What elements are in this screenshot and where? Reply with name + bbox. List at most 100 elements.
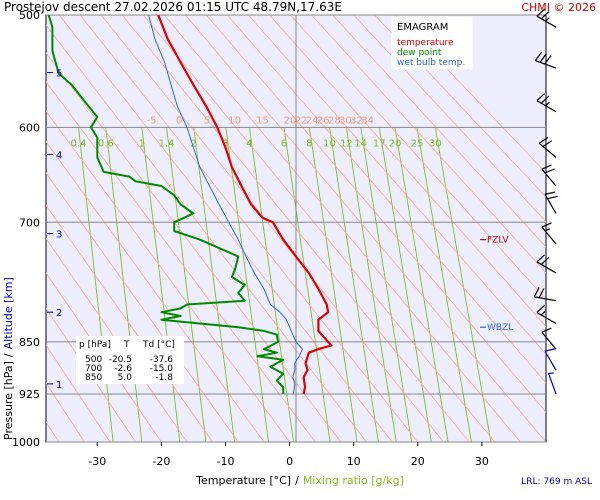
dry-adiabat — [142, 15, 496, 442]
table-cell: -15.0 — [150, 364, 174, 374]
wind-barb-staff — [534, 296, 557, 302]
wind-barb-flag — [547, 195, 558, 200]
mixing-ratio-label: 4 — [246, 138, 252, 149]
wind-barb-staff — [541, 226, 557, 245]
wind-barb — [541, 222, 557, 245]
table-cell: -1.8 — [155, 373, 173, 383]
wind-barb-staff — [536, 15, 557, 28]
dry-adiabat — [100, 15, 444, 442]
mixing-ratio-line — [360, 127, 413, 442]
temperature-tick-label: 0 — [286, 455, 293, 468]
theta-label: 0 — [176, 115, 182, 126]
x-axis-label-mixing-ratio: Mixing ratio [g/kg] — [303, 474, 404, 487]
wind-barb-flag — [542, 140, 553, 147]
level-markers: FZLV WBZL — [480, 236, 513, 333]
dew-point-line — [47, 15, 285, 394]
mixing-ratio-label: 1 — [139, 138, 145, 149]
legend: EMAGRAM temperature dew point wet bulb t… — [391, 16, 473, 70]
wind-barb-flag — [540, 256, 550, 265]
temperature-line — [157, 15, 333, 395]
wind-barb-staff — [538, 142, 557, 158]
temperature-tick-label: 10 — [347, 455, 361, 468]
wind-barb — [544, 191, 558, 214]
wind-barb — [536, 254, 557, 274]
wind-barb — [534, 51, 557, 69]
mixing-ratio-label: 25 — [411, 138, 424, 149]
altitude-axis: 1 2 3 4 5 — [47, 69, 62, 391]
pressure-tick-label: 925 — [19, 388, 40, 401]
mixing-ratio-line — [193, 127, 236, 442]
temperature-tick-label: -30 — [88, 455, 106, 468]
wind-barb-half-flag — [545, 17, 550, 22]
mixing-ratio-line — [166, 127, 207, 442]
wind-barb — [536, 304, 557, 325]
wind-barb — [547, 372, 557, 395]
mixing-ratio-line — [141, 127, 181, 442]
wind-barb-flag — [540, 95, 550, 104]
x-axis-label-temperature: Temperature [°C] — [195, 474, 291, 487]
pressure-tick-label: 1000 — [12, 436, 40, 449]
y-axis-title: Pressure [hPa] / Altitude [km] — [2, 277, 15, 440]
profile-series — [47, 15, 333, 395]
temperature-tick-label: -20 — [152, 455, 170, 468]
altitude-tick-label: 3 — [56, 230, 62, 241]
pressure-tick-label: 500 — [19, 9, 40, 22]
mixing-ratio-label: 30 — [429, 138, 442, 149]
theta-label: 34 — [361, 115, 374, 126]
wind-barb-staff — [541, 331, 557, 350]
mixing-ratio-label: 1.4 — [159, 138, 175, 149]
table-cell: -2.6 — [114, 364, 132, 374]
mixing-ratio-label: 8 — [306, 138, 312, 149]
wind-barb — [544, 348, 557, 371]
wind-barb-staff — [536, 100, 557, 113]
mixing-ratio-label: 6 — [281, 138, 287, 149]
dry-adiabat — [311, 15, 546, 274]
table-cell: 500 — [85, 355, 102, 365]
altitude-tick-label: 5 — [56, 69, 62, 80]
table-header-pressure: p [hPa] — [79, 340, 111, 350]
mixing-ratio-line — [329, 127, 379, 442]
dry-adiabat — [46, 141, 265, 442]
wind-barbs — [533, 8, 558, 395]
table-cell: 700 — [85, 364, 102, 374]
wind-barb-flag — [544, 191, 556, 195]
pressure-tick-label: 600 — [19, 121, 40, 134]
dry-adiabat — [248, 15, 546, 355]
altitude-tick-label: 4 — [56, 150, 62, 161]
wind-barb-flag — [533, 287, 540, 298]
mixing-ratio-line — [434, 127, 492, 442]
wind-barb-staff — [547, 373, 557, 395]
pressure-axis: 500 600 700 850 925 1000 — [12, 9, 40, 449]
dry-adiabat — [269, 15, 546, 328]
table-box — [76, 336, 184, 384]
wind-barb — [541, 164, 557, 187]
wind-barb-flag — [544, 348, 556, 352]
wind-barb-flag — [538, 288, 545, 298]
wind-barb-flag — [536, 254, 545, 263]
wind-barb-staff — [536, 261, 557, 274]
legend-temperature: temperature — [397, 38, 454, 48]
copyright-label: CHMI © 2026 — [521, 1, 596, 14]
theta-label: -5 — [147, 115, 157, 126]
wind-barb-flag — [536, 304, 545, 313]
pressure-tick-label: 700 — [19, 216, 40, 229]
mixing-ratio-label: 20 — [389, 138, 402, 149]
table-cell: 850 — [85, 373, 102, 383]
theta-label: 28 — [328, 115, 341, 126]
lrl-label: LRL: 769 m ASL — [521, 477, 592, 487]
temperature-axis: -30 -20 -10 0 10 20 30 — [88, 442, 489, 468]
theta-label: 10 — [228, 115, 241, 126]
dry-adiabat — [58, 15, 393, 442]
y-axis-label-altitude: Altitude [km] — [2, 277, 15, 349]
level-label-wbzl: WBZL — [487, 323, 513, 333]
wind-barb — [536, 93, 557, 113]
wind-barb-flag — [539, 53, 547, 63]
altitude-tick-label: 1 — [56, 380, 62, 391]
theta-label: 20 — [284, 115, 297, 126]
theta-label: 32 — [350, 115, 363, 126]
mixing-ratio-label: 0.4 — [71, 138, 87, 149]
mixing-ratio-line — [249, 127, 294, 442]
wind-barb-flag — [538, 136, 549, 144]
wind-barb-staff — [544, 194, 557, 214]
wind-barb — [533, 287, 557, 302]
